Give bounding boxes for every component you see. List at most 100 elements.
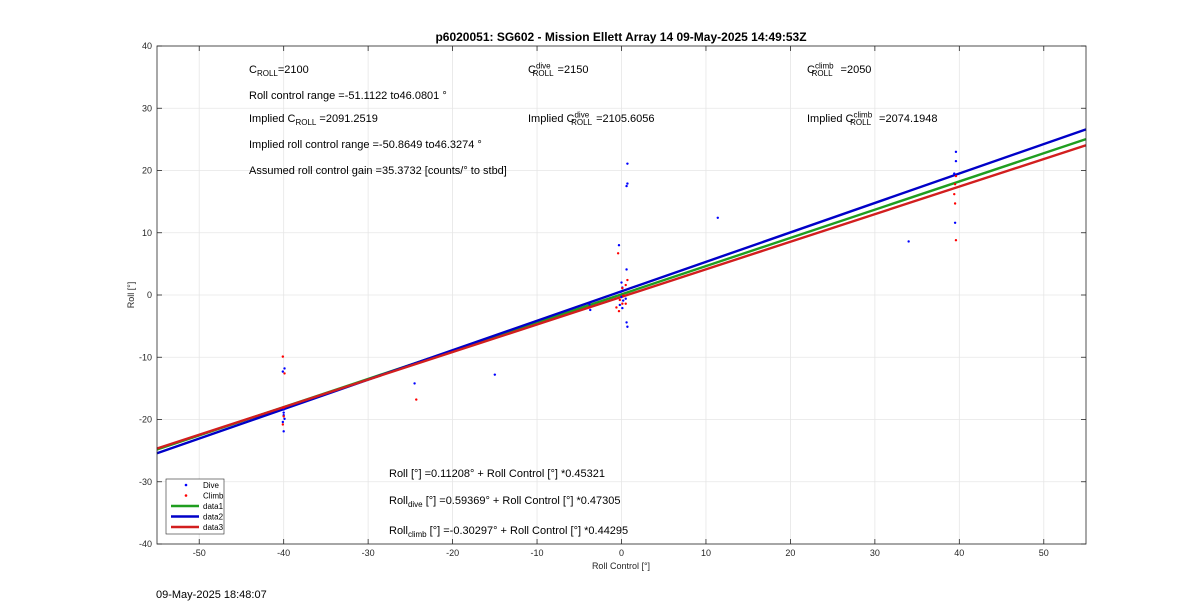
data-points [281, 150, 958, 433]
dive-point [282, 430, 285, 433]
climb-point [621, 286, 624, 290]
legend-label: Climb [203, 492, 224, 501]
dive-point [282, 411, 285, 414]
dive-point [626, 325, 629, 328]
dive-point [281, 370, 285, 373]
dive-point [619, 290, 622, 294]
legend-label: Dive [203, 481, 220, 490]
y-tick-label: 20 [142, 166, 152, 176]
x-tick-label: 20 [785, 548, 795, 558]
legend-label: data2 [203, 513, 224, 522]
x-tick-label: -30 [362, 548, 375, 558]
climb-point [953, 182, 957, 186]
chart-title: p6020051: SG602 - Mission Ellett Array 1… [435, 30, 806, 44]
climb-point [283, 372, 286, 375]
dive-point [625, 321, 628, 324]
dive-point [716, 216, 719, 220]
dive-point [588, 303, 591, 306]
y-tick-label: 10 [142, 228, 152, 238]
x-tick-label: 40 [954, 548, 964, 558]
climb-point [282, 415, 285, 418]
dive-point [620, 281, 623, 284]
climb-point [282, 406, 285, 409]
dive-point [954, 150, 958, 154]
legend-label: data1 [203, 502, 224, 511]
footer-timestamp: 09-May-2025 18:48:07 [156, 589, 267, 601]
dive-point [954, 159, 958, 163]
dive-point [621, 306, 624, 310]
y-tick-label: -10 [139, 352, 152, 362]
x-tick-label: 30 [870, 548, 880, 558]
y-tick-label: 30 [142, 103, 152, 113]
climb-point [624, 283, 627, 287]
c-roll-dive-annotation: CdiveROLL =2150 [528, 61, 589, 79]
climb-point [615, 306, 618, 309]
c-roll-climb-annotation: CclimbROLL =2050 [807, 61, 872, 79]
dive-point [626, 162, 629, 165]
climb-point [616, 252, 620, 255]
x-tick-label: 0 [619, 548, 624, 558]
legend-marker-Dive [184, 483, 188, 487]
y-tick-label: -20 [139, 415, 152, 425]
y-tick-label: 40 [142, 41, 152, 51]
y-tick-label: -30 [139, 477, 152, 487]
dive-point [621, 299, 625, 302]
climb-point [588, 306, 591, 309]
climb-point [953, 192, 956, 196]
climb-point [281, 355, 285, 358]
dive-point [281, 420, 285, 424]
fit-equation-dive: Rolldive [°] =0.59369° + Roll Control [°… [389, 495, 621, 510]
dive-point [625, 184, 628, 188]
y-tick-label: 0 [147, 290, 152, 300]
dive-point [618, 303, 622, 307]
x-tick-label: -20 [446, 548, 459, 558]
legend-label: data3 [203, 523, 224, 532]
legend-marker-Climb [184, 494, 188, 497]
climb-point [281, 423, 285, 426]
fit-equation-all: Roll [°] =0.11208° + Roll Control [°] *0… [389, 468, 606, 480]
implied-roll-control-range: Implied roll control range =-50.8649 to4… [249, 139, 482, 151]
y-axis-label: Roll [°] [126, 282, 136, 309]
dive-point [617, 244, 621, 247]
x-tick-label: 10 [701, 548, 711, 558]
climb-point [617, 309, 621, 313]
dive-point [282, 408, 285, 411]
dive-point [953, 221, 957, 224]
x-axis-label: Roll Control [°] [592, 561, 650, 571]
dive-point [283, 417, 286, 421]
climb-point [954, 174, 958, 178]
climb-point [621, 294, 625, 297]
dive-point [493, 373, 497, 376]
axis-ticks: -50 -40 -30 -20 -10 0 10 20 30 40 50 -40 -30 -20 -10 0 1… [139, 41, 1086, 558]
dive-point [283, 367, 286, 370]
roll-control-range: Roll control range =-51.1122 to46.0801 ° [249, 90, 447, 102]
x-tick-label: -10 [531, 548, 544, 558]
dive-point [413, 382, 416, 385]
climb-point [624, 302, 627, 305]
implied-c-roll-dive: Implied CdiveROLL =2105.6056 [528, 110, 655, 128]
climb-point [618, 298, 622, 302]
dive-point [589, 308, 592, 312]
dive-point [626, 182, 629, 185]
dive-point [953, 172, 956, 175]
climb-point [954, 239, 958, 242]
climb-point [621, 302, 624, 305]
x-tick-label: 50 [1039, 548, 1049, 558]
implied-c-roll-climb: Implied CclimbROLL =2074.1948 [807, 110, 938, 128]
climb-point [415, 398, 418, 401]
implied-c-roll: Implied CROLL =2091.2519 [249, 113, 378, 128]
dive-point [620, 295, 623, 299]
fit-equation-climb: Rollclimb [°] =-0.30297° + Roll Control … [389, 525, 629, 540]
x-tick-label: -40 [277, 548, 290, 558]
climb-point [626, 278, 629, 282]
c-roll-annotation: CROLL=2100 [249, 64, 309, 79]
dive-point [625, 268, 628, 271]
assumed-roll-control-gain: Assumed roll control gain =35.3732 [coun… [249, 165, 507, 177]
dive-point [624, 297, 627, 300]
dive-point [907, 240, 910, 243]
y-tick-label: -40 [139, 539, 152, 549]
x-tick-label: -50 [193, 548, 206, 558]
climb-point [953, 202, 957, 205]
